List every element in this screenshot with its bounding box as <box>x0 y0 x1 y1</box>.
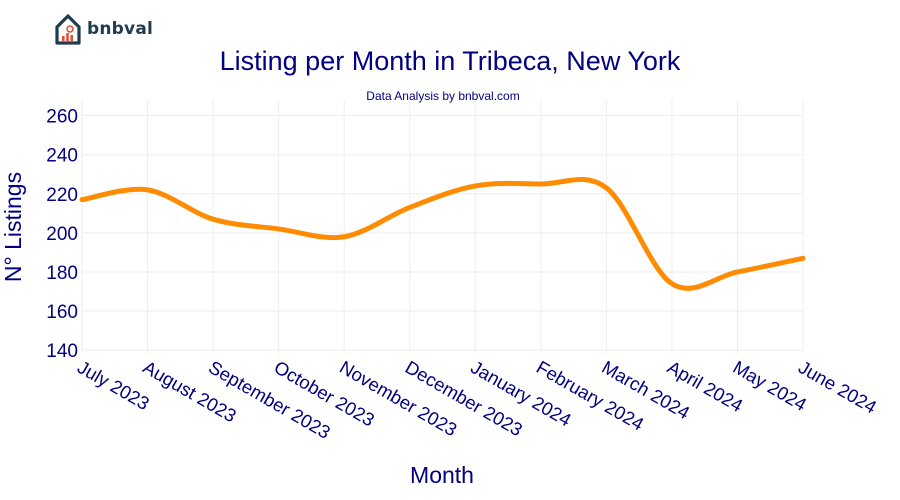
x-tick-label: July 2023 <box>74 356 153 414</box>
y-tick-label: 140 <box>46 341 78 362</box>
x-tick-label: June 2024 <box>795 356 880 417</box>
chart-subtitle: Data Analysis by bnbval.com <box>366 89 519 103</box>
y-tick-label: 200 <box>46 224 78 245</box>
y-tick-label: 220 <box>46 185 78 206</box>
brand-name: bnbval <box>87 19 154 39</box>
y-tick-label: 260 <box>46 107 78 128</box>
y-tick-label: 160 <box>46 302 78 323</box>
y-tick-label: 240 <box>46 146 78 167</box>
bnbval-logo: bnbval <box>54 12 153 46</box>
y-tick-labels: 140 160 180 200 220 240 260 <box>46 107 78 362</box>
chart-title: Listing per Month in Tribeca, New York <box>220 46 681 76</box>
gridlines <box>81 100 804 354</box>
y-tick-label: 180 <box>46 263 78 284</box>
series-line-listings <box>79 177 806 291</box>
y-axis-title: N° Listings <box>0 172 26 282</box>
x-axis-title: Month <box>410 462 474 488</box>
house-chart-icon <box>55 14 81 45</box>
